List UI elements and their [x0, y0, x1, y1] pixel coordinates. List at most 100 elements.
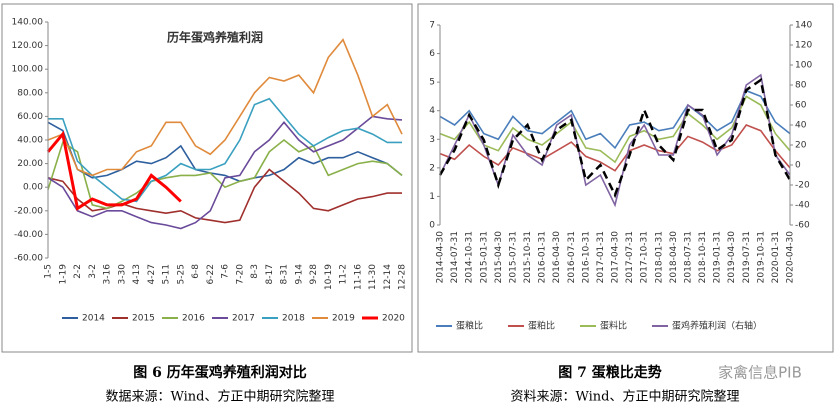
y-tick-label: -60.00	[14, 254, 43, 264]
x-tick-label: 8-31	[280, 264, 290, 284]
y-tick-label: 20.00	[17, 159, 43, 169]
legend-label: 蛋鸡养殖利润（右轴）	[672, 320, 762, 332]
x-tick-label: 2014-07-31	[450, 231, 460, 283]
x-tick-label: 4-27	[147, 264, 157, 284]
y-tick-label: 0.00	[23, 183, 43, 193]
x-tick-label: 2015-01-31	[479, 231, 489, 283]
x-tick-label: 2017-10-31	[640, 231, 650, 283]
x-tick-label: 2019-07-31	[742, 231, 752, 283]
x-tick-label: 5-11	[162, 264, 172, 284]
y-tick-label: 7	[429, 21, 435, 31]
x-tick-label: 2019-01-31	[713, 231, 723, 283]
x-tick-label: 1-5	[44, 264, 54, 279]
watermark: 家禽信息PIB	[718, 364, 802, 382]
panel	[417, 3, 834, 353]
y-tick-label: 60.00	[17, 112, 43, 122]
x-tick-label: 2017-07-31	[625, 231, 635, 283]
series-line	[438, 77, 792, 199]
y2-tick-label: 120	[795, 41, 812, 51]
x-tick-label: 8-17	[265, 264, 275, 284]
panel	[1, 3, 413, 353]
y-tick-label: 40.00	[17, 136, 43, 146]
x-tick-label: 2019-04-30	[727, 231, 737, 284]
y2-tick-label: 0	[795, 161, 801, 171]
source: 资料来源：Wind、方正中期研究院整理	[511, 389, 740, 405]
x-tick-label: 7-6	[221, 264, 231, 279]
x-tick-label: 2020-01-31	[771, 231, 781, 283]
y2-tick-label: -20	[795, 181, 810, 191]
x-tick-label: 2015-04-30	[494, 231, 504, 284]
x-tick-label: 2017-04-30	[611, 231, 621, 284]
x-tick-label: 2018-01-31	[654, 231, 664, 283]
x-tick-label: 2020-04-30	[786, 231, 796, 284]
series-line	[46, 130, 182, 211]
y-tick-label: 80.00	[17, 88, 43, 98]
x-tick-label: 2-2	[73, 264, 83, 279]
y-tick-label: 3	[429, 135, 435, 145]
series-line	[439, 89, 791, 150]
y-tick-label: 2	[429, 163, 435, 173]
x-tick-label: 10-19	[324, 264, 334, 290]
legend-label: 2019	[332, 314, 355, 324]
y-tick-label: 100.00	[12, 65, 44, 75]
legend-label: 2015	[132, 314, 155, 324]
caption: 图 7 蛋粮比走势	[558, 364, 662, 381]
y2-tick-label: 100	[795, 61, 812, 71]
x-tick-label: 2019-10-31	[756, 231, 766, 283]
x-tick-label: 3-2	[88, 264, 98, 279]
y2-tick-label: -40	[795, 201, 810, 211]
y-tick-label: 5	[429, 78, 435, 88]
x-tick-label: 11-2	[339, 264, 349, 284]
x-tick-label: 2015-10-31	[523, 231, 533, 283]
x-tick-label: 3-30	[117, 264, 127, 285]
series-line	[47, 138, 403, 210]
series-line	[439, 73, 791, 208]
y2-tick-label: 60	[795, 101, 807, 111]
y-tick-label: 6	[429, 49, 435, 59]
series-line	[439, 124, 791, 172]
x-tick-label: 6-8	[191, 264, 201, 279]
x-tick-label: 3-16	[103, 264, 113, 285]
y2-tick-label: 20	[795, 141, 807, 151]
source: 数据来源：Wind、方正中期研究院整理	[106, 389, 335, 405]
x-tick-label: 2014-04-30	[436, 231, 446, 284]
legend-label: 蛋料比	[600, 320, 627, 332]
x-tick-label: 2016-10-31	[581, 231, 591, 283]
x-tick-label: 9-14	[294, 264, 304, 285]
caption: 图 6 历年蛋鸡养殖利润对比	[133, 364, 307, 381]
y-tick-label: 4	[429, 106, 435, 116]
legend-label: 2014	[82, 314, 105, 324]
series-line	[47, 38, 403, 177]
y-tick-label: 1	[429, 192, 435, 202]
x-tick-label: 5-25	[176, 264, 186, 284]
x-tick-label: 11-30	[368, 264, 378, 290]
x-tick-label: 2016-07-31	[567, 231, 577, 283]
x-tick-label: 11-16	[353, 264, 363, 290]
series-line	[439, 95, 791, 164]
x-tick-label: 2016-04-30	[552, 231, 562, 284]
x-tick-label: 7-20	[235, 264, 245, 285]
y-tick-label: 120.00	[12, 41, 44, 51]
legend-label: 2018	[282, 314, 305, 324]
y-tick-label: -40.00	[14, 230, 43, 240]
legend-label: 2017	[232, 314, 255, 324]
x-tick-label: 2018-07-31	[683, 231, 693, 283]
y2-tick-label: -60	[795, 221, 810, 231]
x-tick-label: 6-22	[206, 264, 216, 284]
x-tick-label: 2018-04-30	[669, 231, 679, 284]
legend-label: 蛋粕比	[528, 320, 555, 332]
x-tick-label: 2018-10-31	[698, 231, 708, 283]
x-tick-label: 1-19	[58, 264, 68, 285]
y2-tick-label: 140	[795, 21, 812, 31]
y2-tick-label: 80	[795, 81, 807, 91]
x-tick-label: 2016-01-31	[538, 231, 548, 283]
series-line	[47, 121, 403, 183]
x-tick-label: 12-28	[398, 264, 408, 290]
y-tick-label: -20.00	[14, 206, 43, 216]
x-tick-label: 2014-10-31	[465, 231, 475, 283]
x-tick-label: 8-3	[250, 264, 260, 279]
x-tick-label: 4-13	[132, 264, 142, 284]
legend-label: 2020	[382, 314, 405, 324]
